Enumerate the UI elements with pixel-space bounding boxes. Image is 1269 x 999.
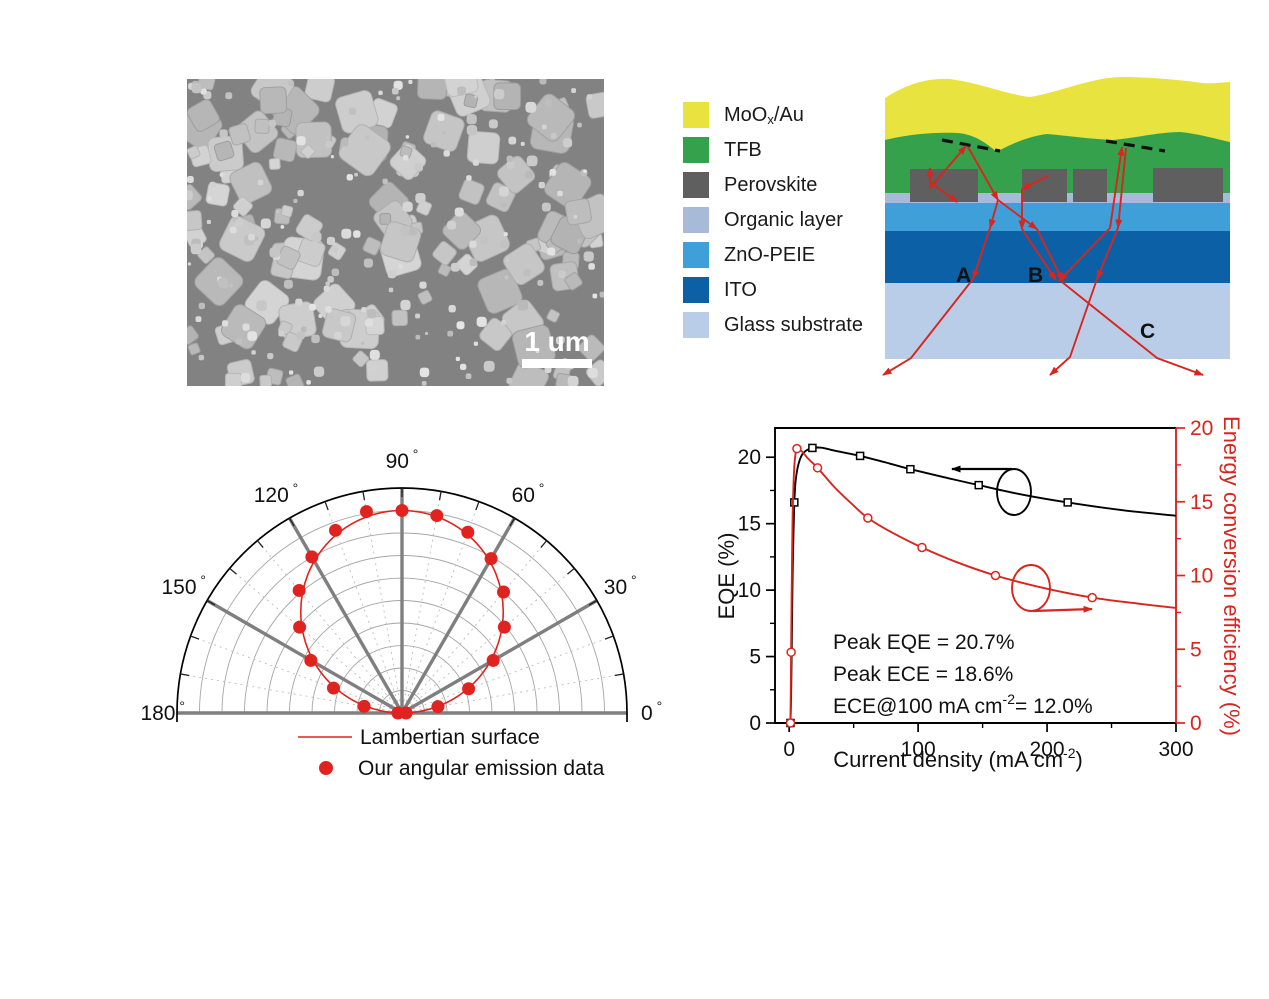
svg-text:Our angular emission data: Our angular emission data xyxy=(358,757,605,780)
legend-item: Organic layer xyxy=(683,207,863,233)
legend-label: Perovskite xyxy=(724,173,818,196)
svg-text:5: 5 xyxy=(749,646,761,669)
legend-item: ZnO-PEIE xyxy=(683,242,863,268)
perovskite-crystals xyxy=(910,168,1223,202)
legend-label: ZnO-PEIE xyxy=(724,243,816,266)
polar-grid xyxy=(177,488,627,715)
emission-site-dashes xyxy=(941,138,1166,153)
legend-item: Glass substrate xyxy=(683,312,863,338)
device-structure-diagram: A B C xyxy=(882,77,1230,376)
legend-label: MoOx/Au xyxy=(724,103,804,127)
legend-item: ITO xyxy=(683,277,863,303)
svg-text:100: 100 xyxy=(901,738,936,761)
legend-swatch xyxy=(683,207,709,233)
svg-text:A: A xyxy=(956,264,971,287)
svg-text:10: 10 xyxy=(738,579,761,602)
svg-text:200: 200 xyxy=(1030,738,1065,761)
sem-scale-bar: 1 um xyxy=(522,326,592,368)
legend-label: Organic layer xyxy=(724,208,843,231)
svg-text:Current density (mA cm-2): Current density (mA cm-2) xyxy=(833,745,1083,772)
svg-text:Lambertian surface: Lambertian surface xyxy=(360,726,540,749)
legend-swatch xyxy=(683,172,709,198)
svg-text:0: 0 xyxy=(1190,712,1202,735)
legend-swatch xyxy=(683,102,709,128)
svg-text:0 °: 0 ° xyxy=(641,698,662,725)
ray-path-labels: A B C xyxy=(956,264,1155,343)
svg-text:0: 0 xyxy=(749,712,761,735)
svg-text:Energy conversion efficiency (: Energy conversion efficiency (%) xyxy=(1219,416,1244,736)
svg-text:90 °: 90 ° xyxy=(386,446,419,473)
performance-annotations: Peak EQE = 20.7% Peak ECE = 18.6% ECE@100 … xyxy=(833,631,1093,718)
svg-text:Peak ECE = 18.6%: Peak ECE = 18.6% xyxy=(833,663,1013,686)
svg-text:15: 15 xyxy=(1190,491,1213,514)
svg-text:60 °: 60 ° xyxy=(512,480,545,507)
polar-axis xyxy=(176,487,628,722)
svg-text:C: C xyxy=(1140,320,1155,343)
scale-bar xyxy=(522,359,592,368)
polar-series xyxy=(292,504,511,720)
svg-text:150 °: 150 ° xyxy=(161,572,206,599)
eqe-series xyxy=(785,443,1177,728)
legend-swatch xyxy=(683,242,709,268)
legend-swatch xyxy=(683,137,709,163)
svg-text:10: 10 xyxy=(1190,565,1213,588)
legend-swatch xyxy=(683,312,709,338)
device-layers xyxy=(885,77,1230,359)
legend-item: Perovskite xyxy=(683,172,863,198)
svg-text:Peak EQE = 20.7%: Peak EQE = 20.7% xyxy=(833,631,1015,654)
svg-text:5: 5 xyxy=(1190,638,1202,661)
angular-emission-polar-chart: 0 ° 30 ° 60 ° 90 ° 120 ° 150 ° 180 ° Lambertian… xyxy=(140,446,662,780)
svg-text:B: B xyxy=(1028,264,1043,287)
axis-pointer-annotations xyxy=(951,465,1093,613)
svg-text:30 °: 30 ° xyxy=(604,572,637,599)
svg-text:20: 20 xyxy=(1190,417,1213,440)
svg-text:0: 0 xyxy=(783,738,795,761)
legend-swatch xyxy=(683,277,709,303)
device-layer-legend: MoOx/Au TFB Perovskite Organic layer ZnO-PEI… xyxy=(683,102,863,347)
svg-text:300: 300 xyxy=(1158,738,1193,761)
legend-item: TFB xyxy=(683,137,863,163)
svg-text:ECE@100 mA cm-2= 12.0%: ECE@100 mA cm-2= 12.0% xyxy=(833,691,1093,718)
sem-particles xyxy=(187,79,604,386)
polar-legend: Lambertian surface Our angular emission d… xyxy=(298,726,605,780)
axis-titles: EQE (%) Current density (mA cm-2) Energy c… xyxy=(714,416,1244,772)
legend-label: Glass substrate xyxy=(724,313,863,336)
svg-text:EQE (%): EQE (%) xyxy=(714,533,739,620)
legend-label: TFB xyxy=(724,138,762,161)
sem-image: 1 um xyxy=(187,79,604,386)
svg-text:120 °: 120 ° xyxy=(254,480,299,507)
legend-item: MoOx/Au xyxy=(683,102,863,128)
svg-text:15: 15 xyxy=(738,513,761,536)
svg-text:180 °: 180 ° xyxy=(140,698,185,725)
svg-text:20: 20 xyxy=(738,446,761,469)
polar-angle-labels: 0 ° 30 ° 60 ° 90 ° 120 ° 150 ° 180 ° xyxy=(140,446,662,725)
legend-label: ITO xyxy=(724,278,757,301)
light-ray-paths xyxy=(882,145,1204,376)
scale-bar-label: 1 um xyxy=(524,326,589,357)
